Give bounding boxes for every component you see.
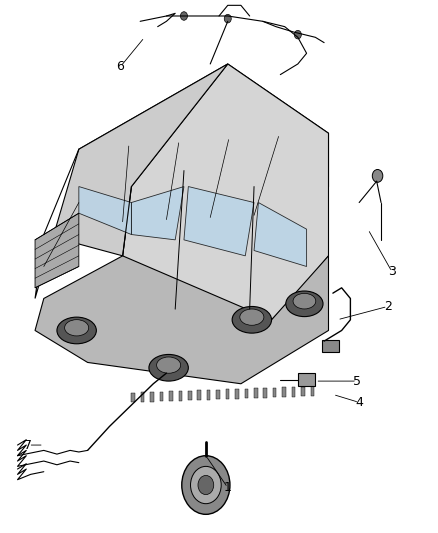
Ellipse shape: [240, 309, 264, 325]
Bar: [216, 390, 220, 399]
Circle shape: [180, 12, 187, 20]
Circle shape: [182, 456, 230, 514]
Text: 7: 7: [25, 439, 32, 451]
Bar: [169, 391, 173, 401]
Text: 2: 2: [384, 300, 392, 313]
Ellipse shape: [232, 306, 272, 333]
Bar: [207, 390, 210, 400]
Text: 6: 6: [117, 60, 124, 73]
Polygon shape: [131, 187, 184, 240]
Polygon shape: [35, 213, 79, 288]
Bar: [141, 392, 145, 402]
Bar: [235, 389, 239, 399]
Circle shape: [224, 14, 231, 23]
Bar: [131, 393, 135, 402]
Ellipse shape: [149, 354, 188, 381]
Bar: [292, 387, 295, 397]
Ellipse shape: [57, 317, 96, 344]
Text: 5: 5: [353, 375, 361, 387]
Text: 4: 4: [355, 396, 363, 409]
Polygon shape: [184, 187, 254, 256]
Circle shape: [191, 466, 221, 504]
Ellipse shape: [286, 291, 323, 317]
Bar: [264, 388, 267, 398]
Bar: [301, 386, 305, 396]
Text: 3: 3: [388, 265, 396, 278]
Bar: [160, 392, 163, 401]
Bar: [298, 373, 315, 386]
Bar: [179, 391, 182, 401]
Polygon shape: [79, 64, 328, 224]
Ellipse shape: [157, 357, 180, 373]
Bar: [322, 340, 339, 352]
Polygon shape: [79, 187, 131, 235]
Bar: [273, 387, 276, 397]
Polygon shape: [35, 256, 329, 384]
Text: 1: 1: [224, 481, 232, 494]
Polygon shape: [254, 203, 307, 266]
Bar: [311, 386, 314, 396]
Circle shape: [294, 30, 301, 39]
Ellipse shape: [65, 320, 88, 336]
Polygon shape: [123, 64, 328, 320]
Bar: [244, 389, 248, 398]
Bar: [254, 389, 258, 398]
Bar: [188, 391, 191, 400]
Circle shape: [372, 169, 383, 182]
Bar: [198, 390, 201, 400]
Polygon shape: [35, 64, 228, 298]
Ellipse shape: [293, 293, 316, 309]
Bar: [150, 392, 154, 402]
Bar: [283, 387, 286, 397]
Circle shape: [198, 475, 214, 495]
Bar: [226, 390, 229, 399]
